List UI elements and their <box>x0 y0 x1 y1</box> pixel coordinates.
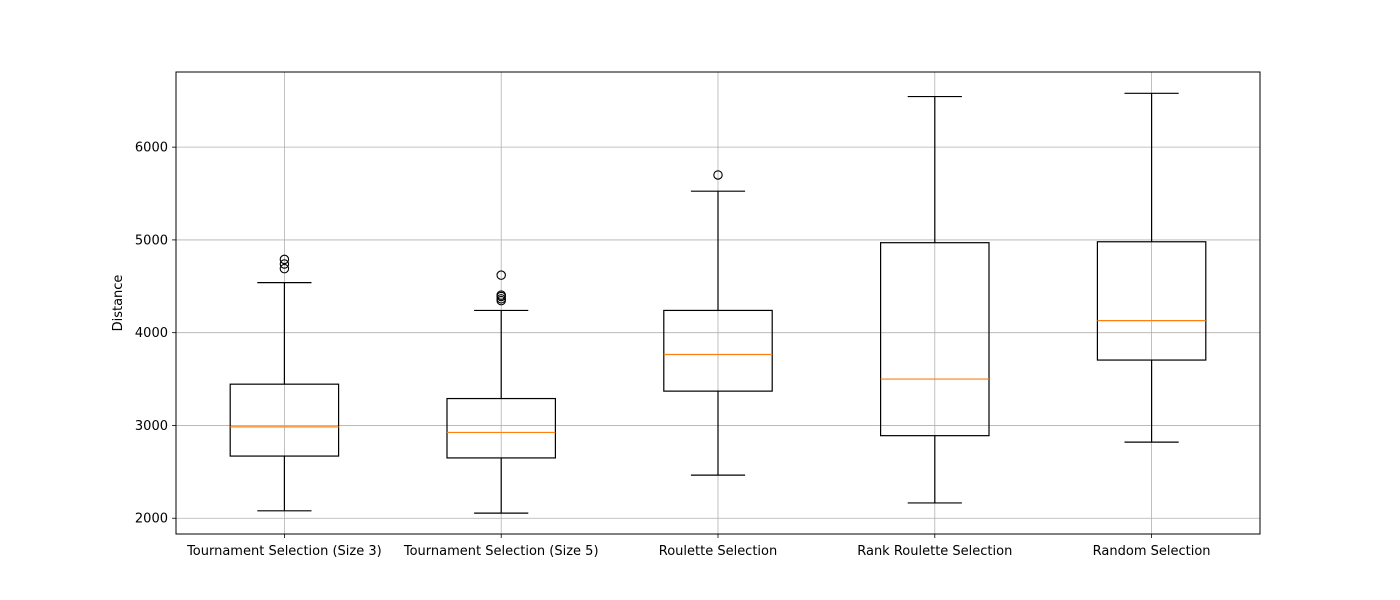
iqr-box <box>879 242 990 437</box>
x-tick-label: Tournament Selection (Size 3) <box>186 544 382 559</box>
x-tick-label: Roulette Selection <box>659 544 778 559</box>
y-tick-label: 4000 <box>135 326 168 341</box>
y-tick-label: 6000 <box>135 141 168 156</box>
box-5 <box>1096 92 1207 443</box>
plot-frame <box>175 71 1261 535</box>
y-tick-label: 3000 <box>135 419 168 434</box>
box-1 <box>229 254 340 512</box>
outlier-point <box>279 259 290 269</box>
outlier-point <box>496 290 506 300</box>
iqr-box <box>446 397 557 459</box>
outlier-point <box>713 170 723 180</box>
box-series <box>229 92 1207 514</box>
iqr-box <box>663 309 773 392</box>
box-4 <box>879 95 990 504</box>
box-2 <box>446 270 557 514</box>
iqr-box <box>229 383 340 457</box>
outlier-point <box>279 254 290 265</box>
x-tick-label: Tournament Selection (Size 5) <box>403 544 599 559</box>
outlier-point <box>279 263 290 274</box>
y-tick-label: 5000 <box>135 233 168 248</box>
x-tick-label: Random Selection <box>1093 544 1211 559</box>
iqr-box <box>1096 241 1207 361</box>
outlier-point <box>496 270 506 280</box>
box-3 <box>663 170 773 476</box>
tick-labels: 2000 3000 4000 5000 6000 Tournament Selection… <box>135 141 1211 559</box>
y-tick-label: 2000 <box>135 512 168 527</box>
outlier-point <box>496 294 506 304</box>
x-tick-label: Rank Roulette Selection <box>857 544 1012 559</box>
y-axis-label: Distance <box>111 275 126 332</box>
